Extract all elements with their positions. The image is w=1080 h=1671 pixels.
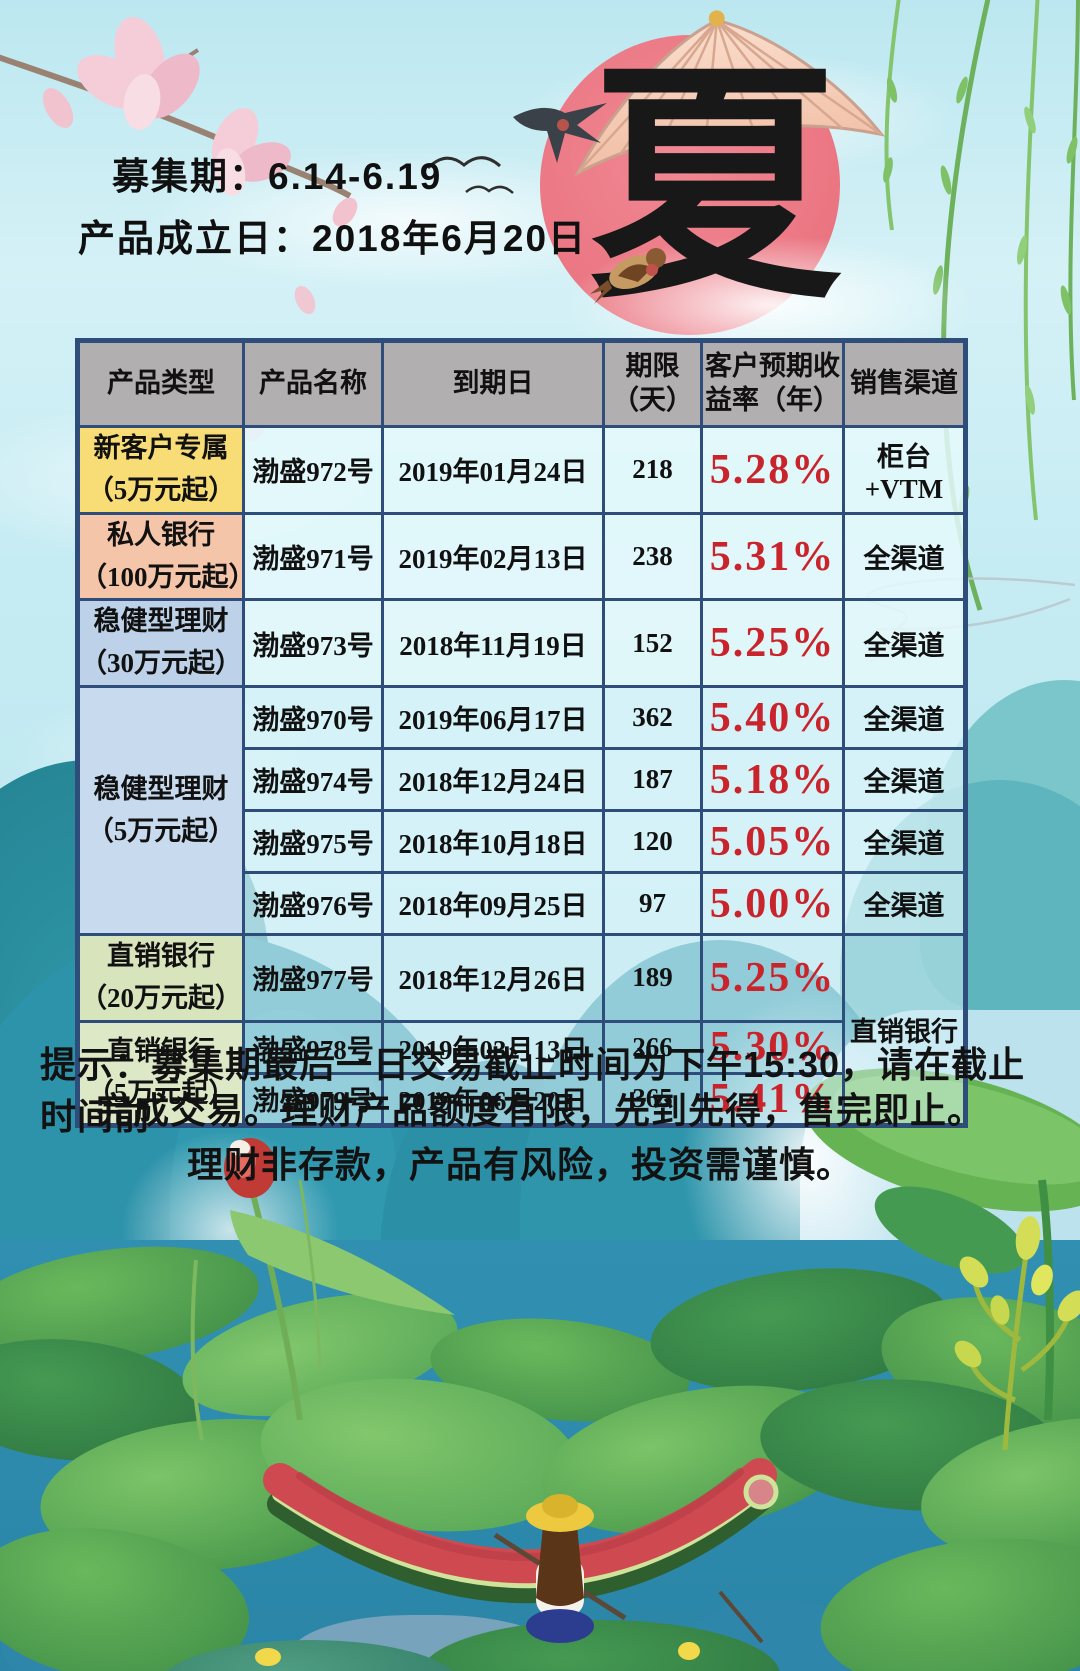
lotus-bud-flower (190, 1138, 455, 1441)
term-days: 266 (602, 1019, 703, 1075)
col-header-maturity: 到期日 (381, 339, 605, 428)
paper-umbrella-icon (574, 10, 886, 177)
small-yellow-flower (255, 1648, 281, 1666)
expected-yield: 5.00% (700, 871, 845, 937)
sales-channel: 全渠道 (842, 598, 967, 689)
term-days: 238 (602, 511, 703, 602)
product-name: 渤盛976号 (242, 871, 384, 937)
sales-channel: 柜台+VTM (842, 425, 967, 515)
table-row: 私人银行 （100万元起） 渤盛971号 2019年02月13日 238 5.31… (76, 511, 967, 602)
expected-yield: 5.05% (700, 809, 845, 875)
col-header-type: 产品类型 (76, 339, 245, 428)
product-type-cell: 直销银行 （5万元起） (76, 1019, 245, 1127)
maturity-date: 2019年03月13日 (381, 1019, 605, 1075)
product-name: 渤盛979号 (242, 1071, 384, 1127)
product-name: 渤盛977号 (242, 933, 384, 1023)
table-row: 直销银行 （20万元起） 渤盛977号 2018年12月26日 189 5.25%… (76, 933, 967, 1127)
maturity-date: 2019年02月13日 (381, 511, 605, 602)
seagull-icon (426, 156, 514, 194)
table-row: 渤盛974号 2018年12月24日 187 5.18% 全渠道 (78, 747, 967, 813)
maturity-date: 2018年12月24日 (381, 747, 605, 813)
product-type-cell: 新客户专属 （5万元起） (76, 425, 245, 515)
product-name: 渤盛973号 (242, 598, 384, 689)
table-row: 直销银行 （5万元起） 渤盛978号 2019年03月13日 266 5.30% (76, 1019, 966, 1127)
product-name: 渤盛972号 (242, 425, 384, 515)
table-row: 稳健型理财 （5万元起） 渤盛970号 2019年06月17日 362 5.40%… (76, 685, 967, 937)
small-yellow-flower (678, 1642, 700, 1660)
expected-yield: 5.28% (700, 425, 845, 515)
product-type-cell: 私人银行 （100万元起） (76, 511, 245, 602)
term-days: 120 (602, 809, 703, 875)
maturity-date: 2018年10月18日 (381, 809, 605, 875)
expected-yield: 5.30% (700, 1019, 845, 1075)
watermelon-boat (263, 1458, 779, 1644)
maturity-date: 2018年11月19日 (381, 598, 605, 689)
product-name: 渤盛978号 (242, 1019, 384, 1075)
term-days: 362 (602, 685, 703, 751)
magnolia-branch (0, 16, 358, 442)
swallow-icon (513, 103, 607, 163)
col-header-term: 期限 （天） (602, 339, 703, 428)
notice-line-3: 理财非存款，产品有风险，投资需谨慎。 (186, 1144, 853, 1185)
notice-line-2: 完成交易。理财产品额度有限，先到先得，售完即止。 (95, 1090, 984, 1131)
maturity-date: 2018年12月26日 (381, 933, 605, 1023)
col-header-name: 产品名称 (242, 339, 384, 428)
table-row: 稳健型理财 （30万元起） 渤盛973号 2018年11月19日 152 5.25… (76, 598, 967, 689)
product-name: 渤盛971号 (242, 511, 384, 602)
term-days: 189 (602, 933, 703, 1023)
maturity-date: 2018年09月25日 (381, 871, 605, 937)
maturity-date: 2019年06月20日 (381, 1071, 605, 1127)
product-type-cell: 稳健型理财 （5万元起） (76, 685, 245, 937)
table-header-row: 产品类型 产品名称 到期日 期限 （天） 客户预期收 益率（年） 销售渠道 (76, 339, 967, 428)
table-row: 渤盛975号 2018年10月18日 120 5.05% 全渠道 (78, 809, 967, 875)
product-name: 渤盛974号 (242, 747, 384, 813)
product-type-cell: 直销银行 （20万元起） (76, 933, 245, 1023)
sales-channel: 全渠道 (842, 747, 967, 813)
notice-line-1: 提示：募集期最后一日交易截止时间为下午15:30，请在截止时间前 (40, 1044, 1026, 1137)
term-days: 365 (602, 1071, 703, 1127)
term-days: 218 (602, 425, 703, 515)
sales-channel: 全渠道 (842, 871, 967, 937)
term-days: 97 (602, 871, 703, 937)
table-row: 渤盛976号 2018年09月25日 97 5.00% 全渠道 (78, 871, 967, 937)
expected-yield: 5.31% (700, 511, 845, 602)
table-row: 渤盛979号 2019年06月20日 365 5.41% (78, 1071, 966, 1127)
table-row: 新客户专属 （5万元起） 渤盛972号 2019年01月24日 218 5.28%… (76, 425, 967, 515)
sales-channel: 全渠道 (842, 809, 967, 875)
girl-figure (493, 1494, 764, 1644)
expected-yield: 5.25% (700, 933, 845, 1023)
maturity-date: 2019年01月24日 (381, 425, 605, 515)
sales-channel: 全渠道 (842, 685, 967, 751)
expected-yield: 5.25% (700, 598, 845, 689)
product-name: 渤盛970号 (242, 685, 384, 751)
expected-yield: 5.40% (700, 685, 845, 751)
sales-channel: 全渠道 (842, 511, 967, 602)
yellow-sprig (954, 1216, 1080, 1451)
expected-yield: 5.41% (700, 1071, 845, 1127)
sparrow-icon (590, 248, 666, 304)
sales-channel-merged: 直销银行 (842, 933, 967, 1127)
products-table: 产品类型 产品名称 到期日 期限 （天） 客户预期收 益率（年） 销售渠道 新客户专… (75, 338, 968, 1128)
establish-date: 产品成立日：2018年6月20日 (78, 218, 588, 259)
term-days: 152 (602, 598, 703, 689)
product-type-cell: 稳健型理财 （30万元起） (76, 598, 245, 689)
term-days: 187 (602, 747, 703, 813)
col-header-yield: 客户预期收 益率（年） (700, 339, 845, 428)
expected-yield: 5.18% (700, 747, 845, 813)
maturity-date: 2019年06月17日 (381, 685, 605, 751)
product-name: 渤盛975号 (242, 809, 384, 875)
col-header-channel: 销售渠道 (842, 339, 967, 428)
fundraising-period: 募集期：6.14-6.19 (112, 156, 443, 197)
